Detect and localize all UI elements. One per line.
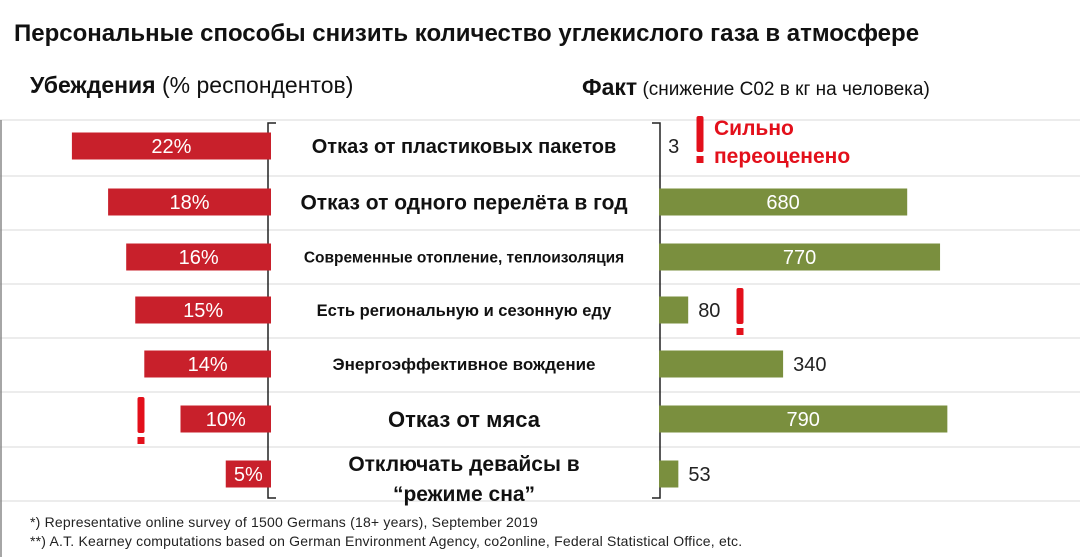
right-bracket: [652, 122, 661, 499]
annotation-label: переоценено: [714, 145, 850, 168]
category-label: “режиме сна”: [393, 483, 535, 506]
fact-bar: [659, 405, 948, 433]
belief-value-label: 14%: [188, 354, 228, 376]
right-header-bold: Факт: [582, 74, 638, 100]
exclamation-icon: [137, 397, 145, 433]
exclamation-icon-dot: [736, 328, 744, 335]
right-column-header: Факт (снижение С02 в кг на человека): [582, 74, 930, 101]
exclamation-icon-dot: [137, 437, 145, 444]
category-label: Есть региональную и сезонную еду: [317, 302, 613, 320]
fact-bar: [659, 188, 908, 216]
belief-bar: [108, 188, 271, 216]
belief-bar: [144, 350, 271, 378]
fact-value-label: 80: [698, 300, 720, 322]
category-label: Отключать девайсы в: [348, 453, 579, 476]
belief-value-label: 22%: [151, 136, 191, 158]
belief-value-label: 18%: [170, 192, 210, 214]
belief-bar: [71, 132, 272, 160]
footnote-1: *) Representative online survey of 1500 …: [30, 514, 538, 530]
left-header-rest: (% респондентов): [155, 72, 354, 98]
fact-bar: [659, 296, 689, 324]
fact-bar: [659, 243, 941, 271]
fact-value-label: 3: [668, 136, 679, 158]
left-header-bold: Убеждения: [30, 72, 156, 98]
exclamation-icon: [696, 116, 704, 152]
fact-value-label: 790: [786, 409, 819, 431]
fact-bar: [659, 460, 679, 488]
fact-value-label: 680: [766, 192, 799, 214]
belief-value-label: 5%: [234, 464, 263, 486]
right-header-rest: (снижение С02 в кг на человека): [637, 79, 930, 100]
belief-bar: [135, 296, 271, 324]
left-column-header: Убеждения (% респондентов): [30, 72, 353, 99]
category-label: Современные отопление, теплоизоляция: [304, 250, 624, 267]
exclamation-icon-dot: [696, 156, 704, 163]
category-label: Отказ от одного перелёта в год: [300, 192, 627, 215]
exclamation-icon: [736, 288, 744, 324]
fact-bar: [659, 350, 784, 378]
category-label: Отказ от мяса: [388, 407, 541, 432]
category-label: Энергоэффективное вождение: [332, 355, 595, 374]
belief-value-label: 15%: [183, 300, 223, 322]
footnote-2: **) A.T. Kearney computations based on G…: [30, 533, 743, 549]
chart-title: Персональные способы снизить количество …: [14, 20, 920, 47]
belief-bar: [180, 405, 271, 433]
category-label: Отказ от пластиковых пакетов: [312, 136, 617, 158]
belief-bar: [225, 460, 271, 488]
fact-value-label: 53: [688, 464, 710, 486]
belief-value-label: 10%: [206, 409, 246, 431]
belief-value-label: 16%: [179, 247, 219, 269]
fact-value-label: 770: [783, 247, 816, 269]
fact-value-label: 340: [793, 354, 826, 376]
belief-bar: [126, 243, 271, 271]
annotation-label: Сильно: [714, 117, 794, 140]
